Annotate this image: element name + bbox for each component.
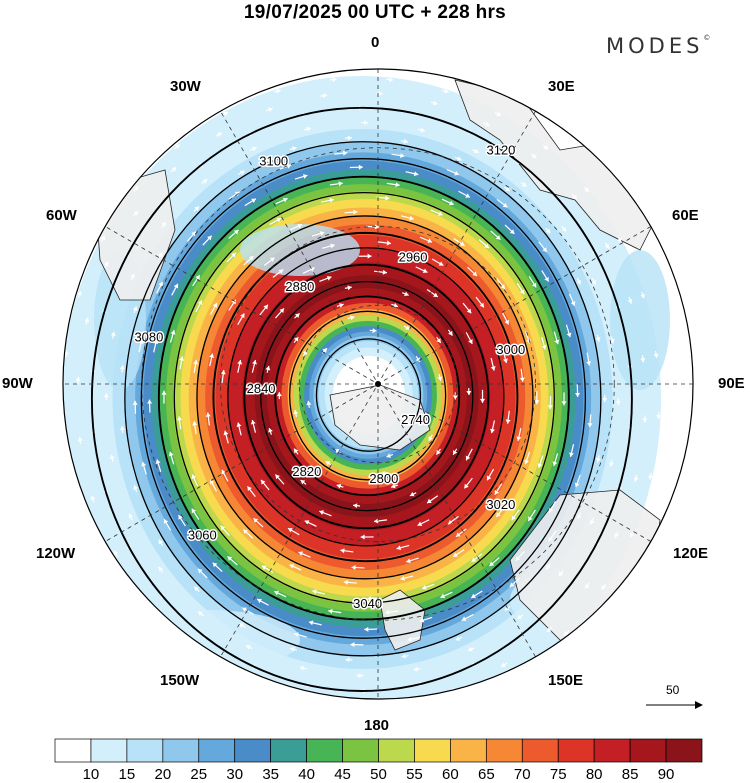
colorbar-cell — [91, 739, 127, 762]
wind-vector — [186, 641, 192, 645]
lon-label-90e: 90E — [718, 375, 745, 392]
wind-vector-head — [88, 530, 93, 535]
colorbar-cell — [163, 739, 199, 762]
colorbar-tick-label: 10 — [83, 766, 100, 783]
wind-vector-head — [247, 696, 252, 701]
colorbar-tick-label: 90 — [658, 766, 675, 783]
wind-vector-head — [116, 583, 120, 588]
wind-vector-head — [468, 696, 473, 701]
contour-label: 3020 — [486, 497, 515, 512]
colorbar-cell — [594, 739, 630, 762]
wind-vector — [414, 715, 421, 716]
wind-vector — [285, 695, 292, 697]
contour-label: 2820 — [292, 464, 321, 479]
colorbar-cell — [630, 739, 666, 762]
contour-label: 2960 — [399, 250, 428, 265]
colorbar-cell — [379, 739, 415, 762]
wind-vector — [71, 472, 73, 479]
wind-vector — [247, 697, 253, 700]
lon-label-60w: 60W — [46, 207, 77, 224]
wind-vector-head — [233, 673, 238, 677]
lon-label-150e: 150E — [548, 672, 583, 689]
wind-vector-head — [396, 701, 400, 706]
colorbar-tick-label: 45 — [334, 766, 351, 783]
colorbar-cell — [271, 739, 307, 762]
colorbar-tick-label: 85 — [622, 766, 639, 783]
wind-vector — [153, 630, 158, 635]
wind-vector-head — [186, 641, 191, 645]
colorbar-cell — [127, 739, 163, 762]
lon-label-30e: 30E — [548, 78, 575, 95]
reference-vector-label: 50 — [666, 683, 679, 697]
wind-vector-head — [153, 630, 158, 635]
lon-label-120w: 120W — [36, 545, 75, 562]
colorbar-cell — [199, 739, 235, 762]
lon-label-120e: 120E — [673, 545, 708, 562]
wind-vector-head — [301, 714, 305, 719]
wind-vector — [301, 715, 308, 716]
contour-label: 2740 — [401, 412, 430, 427]
contour-label: 3000 — [496, 342, 525, 357]
colorbar-tick-label: 30 — [226, 766, 243, 783]
contour-label: 3080 — [134, 329, 163, 344]
colorbar-tick-label: 60 — [442, 766, 459, 783]
colorbar-cell — [343, 739, 379, 762]
south-pole-marker — [375, 381, 381, 387]
contour-label: 3100 — [259, 153, 288, 168]
colorbar-cell — [558, 739, 594, 762]
colorbar-cell — [666, 739, 702, 762]
colorbar-tick-label: 55 — [406, 766, 423, 783]
wind-patch — [610, 250, 670, 390]
colorbar-tick-label: 40 — [298, 766, 315, 783]
colorbar-tick-label: 50 — [370, 766, 387, 783]
lon-label-60e: 60E — [672, 207, 699, 224]
contour-label: 3120 — [486, 142, 515, 157]
colorbar-tick-label: 65 — [478, 766, 495, 783]
lon-label-150w: 150W — [160, 672, 199, 689]
contour-label: 2880 — [285, 279, 314, 294]
colorbar-tick-label: 35 — [262, 766, 279, 783]
wind-vector-head — [357, 719, 361, 724]
colorbar-tick-label: 80 — [586, 766, 603, 783]
colorbar-cell — [414, 739, 450, 762]
colorbar-tick-label: 70 — [514, 766, 531, 783]
colorbar-tick-label: 20 — [154, 766, 171, 783]
lon-label-30w: 30W — [170, 78, 201, 95]
colorbar-cell — [486, 739, 522, 762]
colorbar-tick-label: 25 — [190, 766, 207, 783]
wind-vector — [519, 669, 525, 673]
wind-vector — [233, 674, 239, 677]
colorbar — [55, 739, 702, 762]
contour-label: 2840 — [247, 381, 276, 396]
wind-vector-head — [285, 694, 290, 699]
colorbar-cell — [307, 739, 343, 762]
colorbar-cell — [55, 739, 91, 762]
colorbar-cell — [235, 739, 271, 762]
wind-vector — [468, 698, 475, 701]
colorbar-cell — [522, 739, 558, 762]
wind-vector — [88, 530, 91, 536]
wind-vector-head — [69, 472, 74, 476]
lon-label-0: 0 — [371, 34, 379, 51]
wind-vector — [116, 583, 120, 589]
colorbar-tick-label: 15 — [119, 766, 136, 783]
wind-vector-head — [414, 714, 418, 719]
wind-vector-head — [519, 669, 524, 673]
colorbar-cell — [450, 739, 486, 762]
lon-label-90w: 90W — [2, 375, 33, 392]
contour-label: 2800 — [369, 471, 398, 486]
lon-label-180: 180 — [364, 717, 389, 734]
colorbar-tick-label: 75 — [550, 766, 567, 783]
wind-vector — [396, 703, 403, 704]
wind-vector-head — [340, 703, 344, 708]
